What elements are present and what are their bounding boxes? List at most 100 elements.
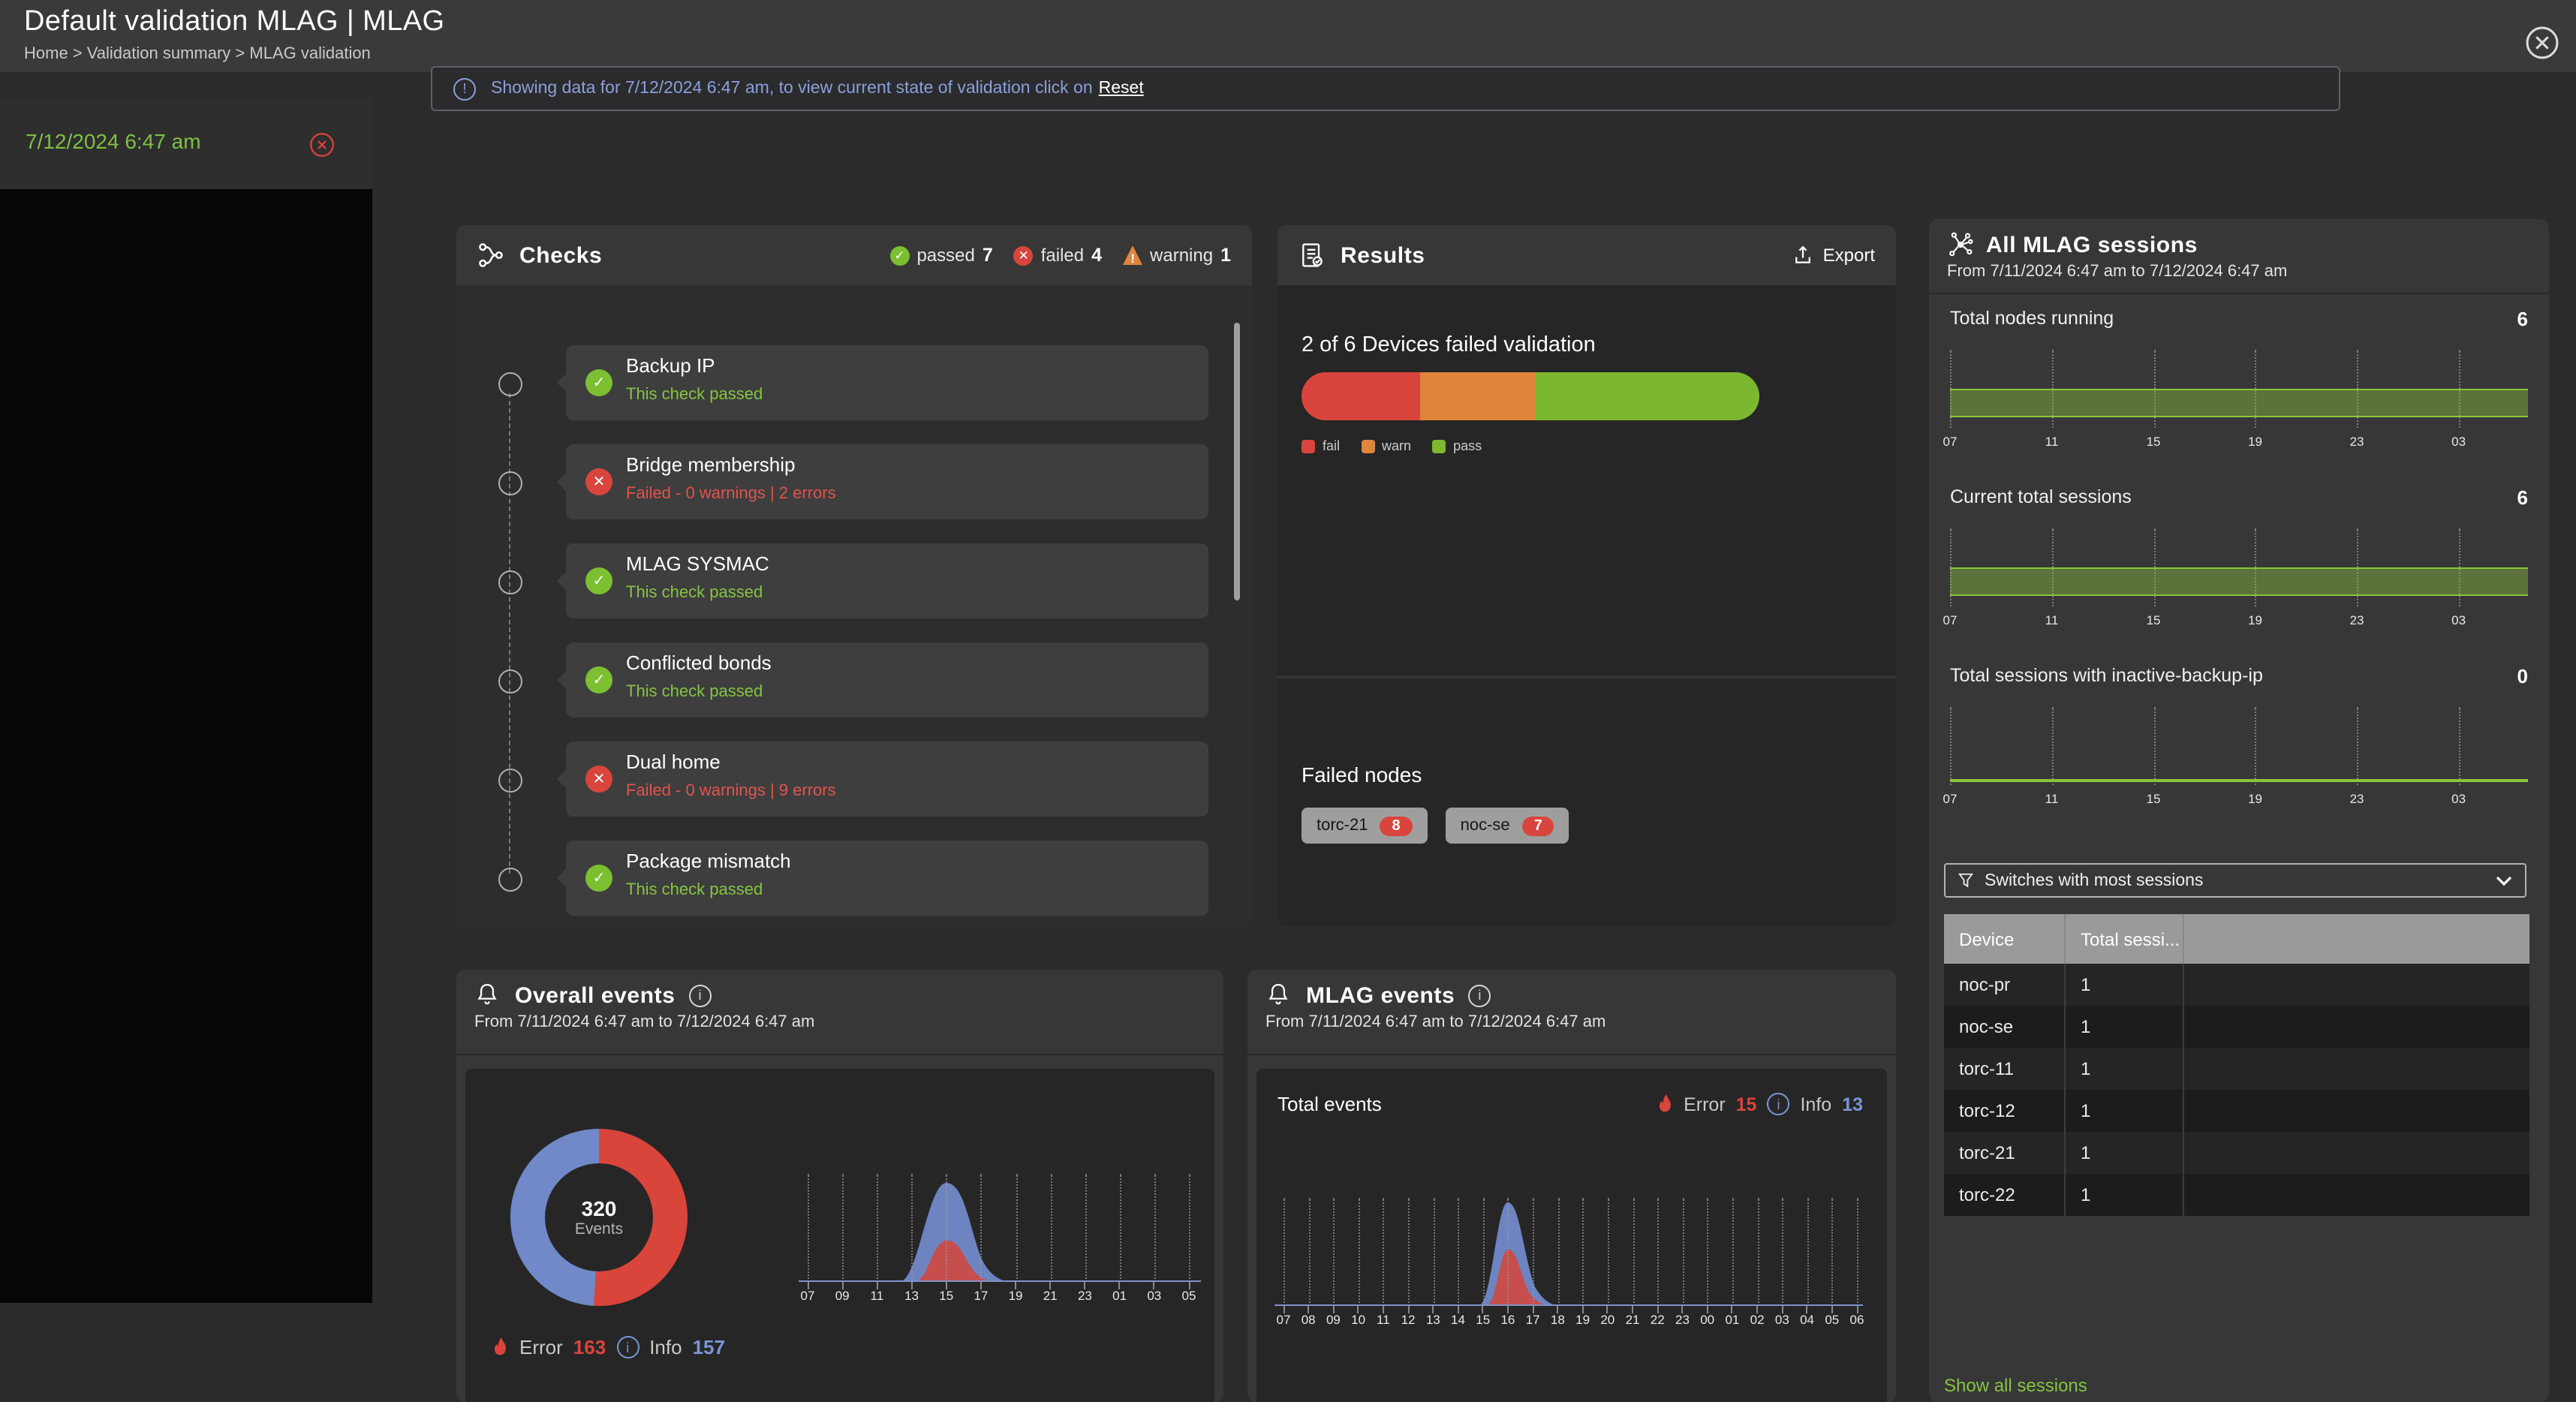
check-count-badge: passed 7: [889, 245, 993, 266]
export-button[interactable]: Export: [1793, 245, 1875, 266]
gridline: [1681, 1198, 1684, 1313]
column-total-sessions[interactable]: Total sessi...: [2066, 914, 2184, 964]
check-item[interactable]: Bridge membership Failed - 0 warnings | …: [498, 444, 1208, 519]
tick-label: 19: [1008, 1288, 1023, 1303]
overall-events-panel: 320 Events Error 163 i Info 157: [465, 1069, 1214, 1402]
gridline: [1015, 1174, 1018, 1289]
status-icon: [889, 245, 910, 265]
sessions-content: Total nodes running 6 07 11 15 19 23 03 Curren…: [1929, 296, 2549, 1402]
failed-node-chip[interactable]: torc-21 8: [1302, 808, 1428, 844]
metric-total-nodes-running: Total nodes running 6 07 11 15 19 23 03: [1943, 308, 2528, 476]
metric-value: 6: [2517, 308, 2528, 330]
cell-total-sessions: 1: [2066, 1006, 2184, 1048]
check-item[interactable]: Conflicted bonds This check passed: [498, 642, 1208, 718]
gridline: [1557, 1198, 1560, 1313]
tick-label: 23: [2349, 434, 2364, 449]
check-item[interactable]: MLAG SYSMAC This check passed: [498, 543, 1208, 618]
table-row[interactable]: noc-pr 1: [1944, 964, 2529, 1006]
check-item[interactable]: Package mismatch This check passed: [498, 841, 1208, 916]
table-row[interactable]: noc-se 1: [1944, 1006, 2529, 1048]
tick-label: 11: [2045, 791, 2059, 806]
show-all-sessions-link[interactable]: Show all sessions: [1944, 1375, 2087, 1396]
tick-label: 19: [1575, 1312, 1590, 1327]
info-icon[interactable]: i: [688, 984, 712, 1006]
table-row[interactable]: torc-12 1: [1944, 1090, 2529, 1132]
results-title: Results: [1341, 242, 1425, 268]
check-name: Bridge membership: [626, 453, 796, 476]
table-row[interactable]: torc-21 1: [1944, 1132, 2529, 1174]
failed-node-chip[interactable]: noc-se 7: [1445, 808, 1569, 844]
gridline: [2051, 707, 2054, 785]
sessions-subtitle: From 7/11/2024 6:47 am to 7/12/2024 6:47…: [1947, 263, 2288, 281]
timeline-line: [509, 393, 510, 874]
tick-label: 03: [2451, 612, 2466, 627]
page-title: Default validation MLAG | MLAG: [24, 6, 445, 38]
tick-label: 15: [939, 1288, 954, 1303]
node-name: noc-se: [1460, 817, 1510, 835]
check-name: Backup IP: [626, 354, 715, 377]
cell-total-sessions: 1: [2066, 1174, 2184, 1216]
badge-label: passed: [916, 245, 975, 266]
gridline: [1084, 1174, 1087, 1289]
gridline: [841, 1174, 844, 1289]
tick-label: 09: [835, 1288, 850, 1303]
breadcrumb[interactable]: Home > Validation summary > MLAG validat…: [24, 45, 371, 63]
gridline: [1407, 1198, 1410, 1313]
total-sessions-sparkline: [1950, 528, 2528, 606]
clear-time-button[interactable]: [309, 132, 335, 158]
check-item[interactable]: Dual home Failed - 0 warnings | 9 errors: [498, 742, 1208, 817]
column-device[interactable]: Device: [1944, 914, 2066, 964]
sessions-filter-dropdown[interactable]: Switches with most sessions: [1944, 863, 2526, 898]
legend-swatch: [1432, 439, 1446, 453]
sparkline-zero-line: [1950, 779, 2528, 782]
info-label: Info: [1800, 1094, 1832, 1115]
tick-label: 01: [1725, 1312, 1740, 1327]
tick-label: 12: [1401, 1312, 1416, 1327]
checks-scrollbar[interactable]: [1234, 323, 1240, 600]
gridline: [1332, 1198, 1335, 1313]
check-name: Conflicted bonds: [626, 651, 772, 674]
gridline: [980, 1174, 983, 1289]
check-status-text: Failed - 0 warnings | 9 errors: [626, 782, 836, 800]
table-header: Device Total sessi...: [1944, 914, 2529, 964]
checks-header: Checks passed 7 failed 4: [456, 225, 1252, 287]
tick-label: 15: [2146, 434, 2161, 449]
check-name: MLAG SYSMAC: [626, 552, 769, 575]
badge-label: warning: [1150, 245, 1214, 266]
cell-device: torc-21: [1944, 1132, 2066, 1174]
donut-center: 320 Events: [545, 1163, 653, 1271]
gridline: [1188, 1174, 1190, 1289]
overall-events-header: Overall events i From 7/11/2024 6:47 am …: [456, 970, 1223, 1031]
gridline: [2255, 707, 2257, 785]
cell-device: torc-11: [1944, 1048, 2066, 1090]
badge-label: failed: [1040, 245, 1085, 266]
badge-count: 4: [1091, 245, 1103, 266]
check-status-text: This check passed: [626, 881, 763, 899]
gridline: [1308, 1198, 1311, 1313]
reset-link[interactable]: Reset: [1098, 80, 1144, 98]
check-item[interactable]: Backup IP This check passed: [498, 345, 1208, 420]
mlag-events-chart: 07 08 09 10 11 12 13 14 15 16 17 18 19 20 21 22 23 00 01 02…: [1274, 1198, 1869, 1330]
timeline-dot: [498, 570, 522, 594]
sidebar-time-row: 7/12/2024 6:47 am: [0, 98, 372, 189]
info-icon[interactable]: i: [1468, 984, 1491, 1006]
sparkline-band: [1950, 389, 2528, 417]
mlag-events-panel: Total events Error 15 i Info 13: [1256, 1069, 1887, 1402]
tick-label: 18: [1550, 1312, 1565, 1327]
tick-label: 23: [2349, 612, 2364, 627]
legend-item: pass: [1432, 438, 1482, 453]
table-row[interactable]: torc-22 1: [1944, 1174, 2529, 1216]
tick-label: 22: [1650, 1312, 1665, 1327]
tick-label: 07: [1943, 791, 1958, 806]
tick-label: 11: [2045, 434, 2059, 449]
tick-label: 03: [2451, 791, 2466, 806]
gridline: [1283, 1198, 1285, 1313]
close-button[interactable]: [2525, 26, 2559, 60]
results-header: Results Export: [1277, 225, 1896, 287]
gridline: [2458, 707, 2460, 785]
table-row[interactable]: torc-11 1: [1944, 1048, 2529, 1090]
sidebar-empty-area: [0, 189, 372, 1303]
check-status-text: This check passed: [626, 584, 763, 602]
events-unit: Events: [574, 1220, 624, 1238]
sessions-table: Device Total sessi... noc-pr 1 noc: [1944, 914, 2529, 1216]
